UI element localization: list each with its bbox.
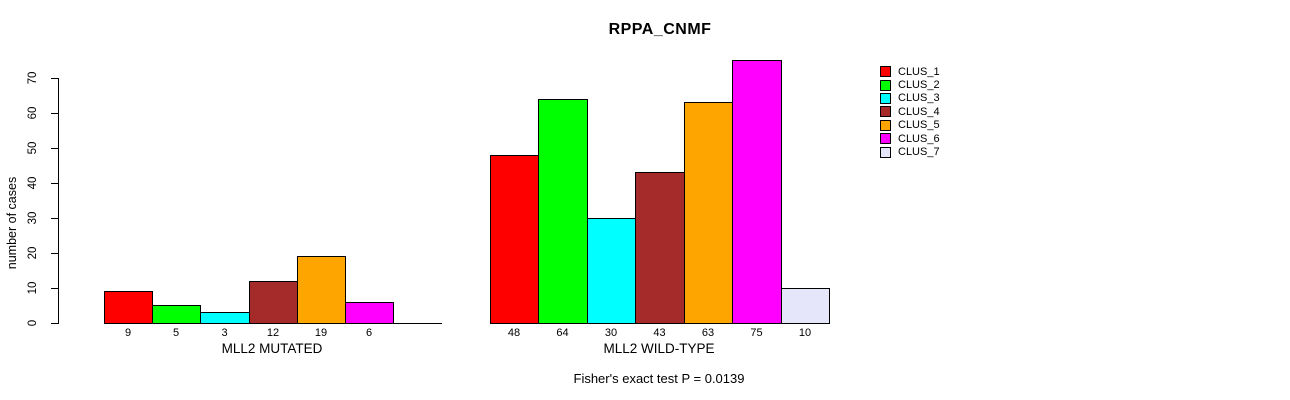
- legend: CLUS_1 CLUS_2 CLUS_3 CLUS_4 CLUS_5 CLUS_6 CLUS…: [880, 65, 940, 159]
- y-axis-tick: [51, 148, 59, 149]
- legend-label: CLUS_5: [898, 119, 940, 132]
- bar-value-label: 63: [701, 327, 715, 339]
- bar-value-label: 5: [172, 327, 180, 339]
- legend-item-clus-5: CLUS_5: [880, 119, 940, 132]
- bar-clus-4-wildtype: [635, 172, 685, 324]
- legend-label: CLUS_3: [898, 92, 940, 105]
- legend-swatch: [880, 133, 891, 145]
- legend-swatch: [880, 119, 891, 131]
- bar-value-label: 30: [604, 327, 618, 339]
- bar-value-label: 19: [314, 327, 328, 339]
- x-axis-label-mutated: MLL2 MUTATED: [221, 341, 323, 356]
- y-axis-tick: [51, 323, 59, 324]
- legend-label: CLUS_6: [898, 132, 940, 145]
- bar-clus-4-mutated: [249, 281, 298, 324]
- fisher-test-annotation: Fisher's exact test P = 0.0139: [573, 371, 745, 386]
- legend-swatch: [880, 106, 891, 118]
- bar-value-label: 43: [653, 327, 666, 339]
- bar-value-label: 3: [221, 327, 228, 339]
- bar-clus-6-wildtype: [732, 60, 782, 324]
- legend-swatch: [880, 146, 891, 158]
- bar-value-label: 10: [798, 327, 812, 339]
- y-axis-tick: [51, 288, 59, 289]
- y-axis-tick: [51, 78, 59, 79]
- y-axis-tick-label: 20: [27, 246, 39, 260]
- y-axis-tick-label: 40: [27, 176, 39, 190]
- legend-item-clus-6: CLUS_6: [880, 132, 940, 145]
- y-axis-tick-label: 30: [27, 211, 39, 225]
- y-axis-tick-label: 0: [27, 319, 39, 327]
- bar-clus-2-wildtype: [538, 99, 588, 324]
- bar-clus-1-wildtype: [490, 155, 539, 324]
- legend-label: CLUS_2: [898, 79, 940, 92]
- legend-swatch: [880, 66, 891, 78]
- legend-swatch: [880, 79, 891, 91]
- legend-item-clus-4: CLUS_4: [880, 105, 940, 118]
- bar-clus-7-wildtype: [781, 288, 830, 324]
- y-axis-tick-label: 50: [27, 141, 39, 155]
- y-axis-tick: [51, 183, 59, 184]
- bar-clus-1-mutated: [104, 291, 153, 324]
- bar-value-label: 64: [556, 327, 569, 339]
- y-axis-tick: [51, 253, 59, 254]
- y-axis-tick: [51, 113, 59, 114]
- bar-clus-2-mutated: [152, 305, 201, 324]
- legend-item-clus-3: CLUS_3: [880, 92, 940, 105]
- x-axis-label-wildtype: MLL2 WILD-TYPE: [603, 341, 715, 356]
- y-axis-label: number of cases: [5, 176, 19, 270]
- bar-clus-6-mutated: [345, 302, 394, 324]
- bar-value-label: 75: [750, 327, 763, 339]
- y-axis-line: [58, 78, 59, 324]
- bar-clus-5-wildtype: [684, 102, 733, 324]
- bar-value-label: 48: [507, 327, 521, 339]
- bar-value-label: 9: [124, 327, 132, 339]
- bar-clus-7-mutated: [393, 323, 442, 324]
- legend-label: CLUS_4: [898, 105, 940, 118]
- legend-swatch: [880, 92, 891, 104]
- legend-label: CLUS_1: [898, 65, 940, 78]
- bar-value-label: 6: [365, 327, 373, 339]
- bar-clus-3-wildtype: [587, 218, 636, 324]
- bar-clus-5-mutated: [297, 256, 346, 324]
- legend-label: CLUS_7: [898, 146, 940, 159]
- legend-item-clus-2: CLUS_2: [880, 78, 940, 91]
- y-axis-tick-label: 70: [27, 71, 39, 85]
- bar-clus-3-mutated: [200, 312, 250, 324]
- y-axis-tick: [51, 218, 59, 219]
- y-axis-tick-label: 10: [27, 281, 39, 295]
- chart-title: RPPA_CNMF: [608, 21, 712, 38]
- legend-item-clus-7: CLUS_7: [880, 145, 940, 158]
- y-axis-tick-label: 60: [27, 106, 39, 120]
- legend-item-clus-1: CLUS_1: [880, 65, 940, 78]
- bar-value-label: 12: [266, 327, 280, 339]
